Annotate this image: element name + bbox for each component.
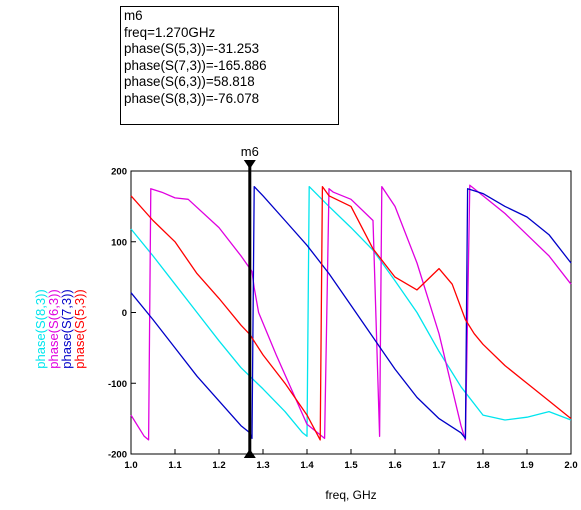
y-tick-label: 100: [111, 237, 127, 248]
marker-line: m6: [124, 8, 143, 23]
series-layer: [130, 184, 572, 441]
marker-layer: m6: [241, 144, 259, 458]
marker-top-arrow: [243, 160, 256, 169]
series-line-1: [130, 184, 572, 441]
x-tick-label: 1.9: [520, 460, 533, 471]
legend: phase(S(8,3))phase(S(6,3))phase(S(7,3))p…: [33, 289, 87, 368]
marker-line: phase(S(5,3))=-31.253: [124, 41, 260, 57]
series-line-2: [130, 185, 572, 440]
series-line-3: [130, 185, 572, 441]
x-tick-label: 1.2: [212, 460, 225, 471]
x-axis-label: freq, GHz: [325, 488, 376, 502]
x-tick-label: 1.0: [124, 460, 137, 471]
marker-readout-box: m6 freq=1.270GHz phase(S(5,3))=-31.253 p…: [120, 6, 339, 125]
series-line-0: [130, 185, 572, 437]
marker-line: phase(S(6,3))=58.818: [124, 74, 255, 90]
legend-label-0: phase(S(8,3)): [33, 289, 48, 368]
y-tick-label: 200: [111, 167, 127, 178]
y-tick-label: -100: [108, 379, 127, 390]
x-tick-label: 1.5: [344, 460, 358, 471]
y-tick-label: 0: [122, 308, 127, 319]
marker-bottom-arrow: [243, 449, 256, 458]
legend-label-1: phase(S(6,3)): [46, 289, 61, 368]
x-tick-label: 1.4: [300, 460, 314, 471]
y-tick-label: -200: [108, 450, 127, 461]
x-tick-label: 1.6: [388, 460, 401, 471]
marker-line: freq=1.270GHz: [124, 24, 216, 40]
x-axis: 1.0 1.1 1.2 1.3 1.4 1.5 1.6 1.7 1.8 1.9 2.0: [124, 449, 578, 471]
x-tick-label: 1.1: [168, 460, 182, 471]
x-tick-label: 2.0: [564, 460, 577, 471]
marker-line: phase(S(8,3))=-76.078: [124, 90, 260, 106]
legend-label-3: phase(S(5,3)): [72, 289, 87, 368]
legend-label-2: phase(S(7,3)): [59, 289, 74, 368]
marker-label: m6: [241, 144, 259, 159]
y-axis: 200 100 0 -100 -200: [108, 167, 136, 461]
x-tick-label: 1.8: [476, 460, 489, 471]
marker-line: phase(S(7,3))=-165.886: [124, 57, 267, 73]
x-tick-label: 1.3: [256, 460, 269, 471]
x-tick-label: 1.7: [432, 460, 445, 471]
